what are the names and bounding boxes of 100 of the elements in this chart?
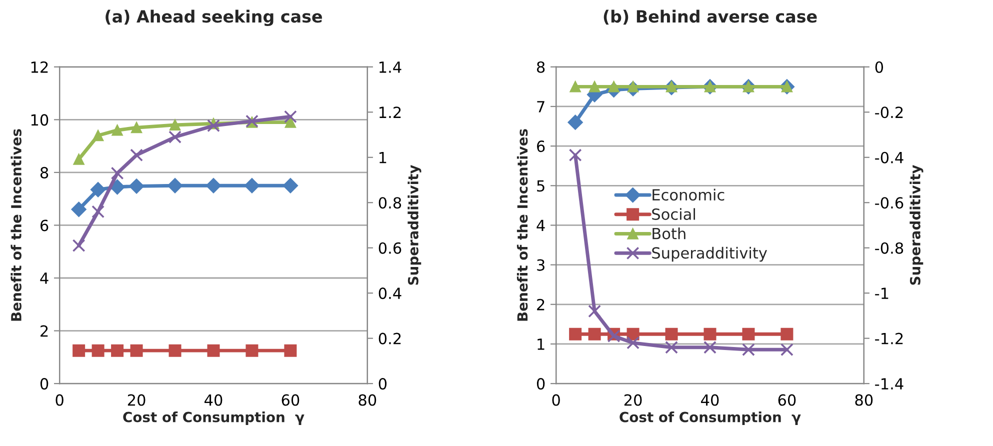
x-tick-label: 60 [778, 394, 796, 406]
point [607, 330, 620, 343]
y2-tick-label: -1 [875, 288, 888, 299]
y2-tick-label: 1.2 [380, 106, 401, 118]
legend-label: Economic [652, 188, 724, 201]
point [704, 328, 716, 340]
y2-tick-label: 1 [380, 152, 386, 164]
x-tick-label: 40 [701, 394, 719, 406]
y-tick-label: 8 [536, 61, 545, 73]
y-tick-label: 6 [40, 220, 48, 232]
y-tick-label: 3 [537, 259, 544, 271]
y-tick-label: 4 [536, 220, 545, 232]
y2-axis-title: Superadditivity [408, 164, 422, 285]
point [246, 344, 258, 357]
legend-label: Superadditivity [652, 246, 768, 262]
y-tick-label: 0 [536, 378, 545, 390]
x-tick-label: 80 [358, 394, 376, 406]
point [92, 205, 105, 218]
y-axis-title: Benefit of the Incentives [10, 129, 22, 321]
y-axis-title: Benefit of the Incentives [516, 129, 528, 321]
point [110, 166, 124, 180]
point [168, 344, 182, 357]
y2-tick-label: 0.8 [378, 197, 402, 209]
y2-tick-label: 0 [875, 61, 884, 73]
point [742, 328, 755, 340]
point [589, 81, 600, 92]
point [130, 148, 143, 162]
y-tick-label: 8 [40, 166, 48, 178]
point [665, 340, 678, 354]
y-tick-label: 12 [31, 61, 48, 73]
y2-tick-label: 0.2 [378, 332, 401, 344]
point [168, 130, 182, 144]
y-tick-label: 1 [538, 338, 544, 350]
y2-tick-label: -0.4 [875, 152, 904, 164]
point [569, 328, 582, 340]
point [169, 119, 181, 131]
point [244, 178, 260, 194]
point [570, 81, 581, 92]
x-axis-title: Cost of Consumption γ [123, 412, 304, 425]
point [130, 122, 142, 134]
y2-tick-label: 0.4 [378, 288, 402, 300]
legend-label: Both [652, 228, 686, 240]
y-tick-label: 6 [537, 140, 545, 152]
x-tick-label: 0 [56, 394, 64, 406]
y2-axis-title: Superadditivity [910, 164, 924, 285]
point [780, 343, 794, 356]
point [111, 344, 124, 357]
point [284, 116, 296, 128]
y-tick-label: 10 [31, 114, 48, 126]
x-tick-label: 40 [204, 394, 222, 406]
y2-tick-label: 1.4 [380, 62, 402, 73]
point [284, 344, 297, 357]
point [72, 239, 86, 252]
x-axis-title: Cost of Consumption γ [620, 412, 801, 425]
point [128, 178, 144, 194]
point [167, 178, 183, 194]
x-tick-label: 0 [552, 394, 560, 406]
point [284, 110, 297, 124]
x-tick-label: 60 [282, 394, 300, 406]
legend-label: Social [652, 208, 696, 220]
y-tick-label: 0 [40, 378, 48, 390]
y2-tick-label: 0 [378, 378, 387, 390]
y2-tick-label: -0.2 [875, 106, 903, 118]
point [110, 179, 125, 195]
y2-tick-label: -1.2 [875, 332, 903, 344]
y-tick-label: 5 [537, 180, 544, 192]
point [207, 344, 220, 357]
y2-tick-label: -0.8 [875, 242, 904, 254]
y-tick-label: 2 [537, 298, 544, 310]
point [780, 328, 794, 340]
point [568, 114, 583, 130]
y-tick-label: 4 [40, 272, 48, 284]
point [704, 340, 716, 354]
point [206, 178, 222, 194]
point [588, 328, 601, 340]
point [112, 124, 123, 136]
point [207, 119, 220, 132]
point [568, 148, 582, 162]
y-tick-label: 2 [40, 325, 48, 337]
point [742, 343, 755, 356]
point [71, 202, 86, 217]
y2-tick-label: 0.6 [378, 242, 402, 254]
point [626, 336, 640, 350]
point [282, 178, 298, 194]
y2-tick-label: -1.4 [875, 378, 904, 390]
point [72, 344, 86, 357]
point [73, 154, 84, 165]
x-tick-label: 20 [128, 394, 146, 406]
chart-title: (a) Ahead seeking case [106, 10, 322, 26]
x-tick-label: 20 [624, 394, 642, 406]
x-tick-label: 80 [855, 394, 873, 406]
chart-title: (b) Behind averse case [604, 10, 817, 25]
y2-tick-label: -0.6 [875, 197, 904, 209]
point [92, 344, 104, 357]
point [130, 344, 143, 357]
point [92, 130, 104, 142]
point [90, 182, 106, 198]
point [626, 328, 640, 340]
y-tick-label: 7 [537, 101, 544, 112]
point [588, 304, 602, 318]
